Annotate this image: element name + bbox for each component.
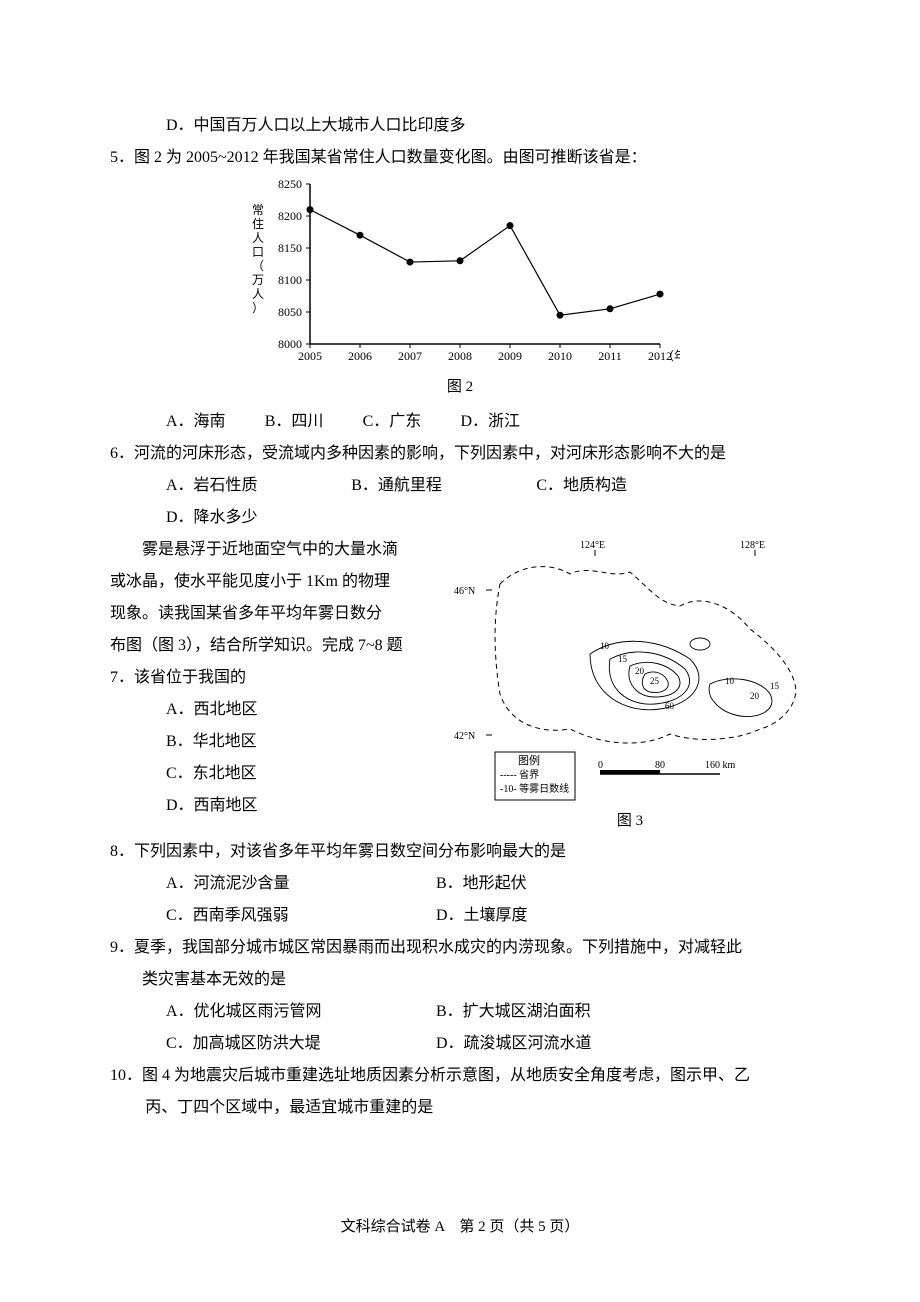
q5-chart-caption: 图 2 xyxy=(230,372,690,402)
svg-text:（年）: （年） xyxy=(662,349,680,363)
q9-opt-c: C．加高城区防洪大堤 xyxy=(166,1028,436,1060)
q5-chart: 8000805081008150820082502005200620072008… xyxy=(230,174,690,402)
svg-text:160 km: 160 km xyxy=(705,760,736,771)
svg-text:2005: 2005 xyxy=(298,349,322,363)
q6-opt-c: C．地质构造 xyxy=(536,470,686,502)
svg-text:----- 省界: ----- 省界 xyxy=(500,768,539,781)
svg-text:常: 常 xyxy=(252,203,264,217)
q7-opt-d: D．西南地区 xyxy=(110,790,442,822)
population-line-chart: 8000805081008150820082502005200620072008… xyxy=(240,174,680,374)
svg-text:8050: 8050 xyxy=(278,305,302,319)
page-footer: 文科综合试卷 A 第 2 页（共 5 页） xyxy=(110,1212,810,1242)
q7-opt-c: C．东北地区 xyxy=(110,758,442,790)
svg-text:0: 0 xyxy=(598,760,603,771)
fog-intro-l1: 雾是悬浮于近地面空气中的大量水滴 xyxy=(110,534,442,566)
q5-opt-d: D．浙江 xyxy=(461,413,521,430)
q5-opt-b: B．四川 xyxy=(265,413,324,430)
svg-text:2007: 2007 xyxy=(398,349,422,363)
q5-stem: 5．图 2 为 2005~2012 年我国某省常住人口数量变化图。由图可推断该省… xyxy=(110,142,810,174)
q6-opt-a: A．岩石性质 xyxy=(166,470,316,502)
q9-stem1: 9．夏季，我国部分城市城区常因暴雨而出现积水成灾的内涝现象。下列措施中，对减轻此 xyxy=(110,932,810,964)
q5-opt-c: C．广东 xyxy=(363,413,422,430)
fog-section: 雾是悬浮于近地面空气中的大量水滴 或冰晶，使水平能见度小于 1Km 的物理 现象… xyxy=(110,534,810,836)
svg-text:25: 25 xyxy=(650,676,660,686)
q5-opt-a: A．海南 xyxy=(166,413,226,430)
fog-map-svg: 124°E 128°E 46°N 42°N 10 15 20 25 60 10 20 15 图例----… xyxy=(450,534,810,804)
svg-text:124°E: 124°E xyxy=(580,540,605,551)
q10-stem1: 10．图 4 为地震灾后城市重建选址地质因素分析示意图，从地质安全角度考虑，图示… xyxy=(110,1060,810,1092)
q4-option-d: D．中国百万人口以上大城市人口比印度多 xyxy=(110,110,810,142)
svg-text:人: 人 xyxy=(252,287,264,301)
q8-opt-a: A．河流泥沙含量 xyxy=(166,868,436,900)
svg-text:2011: 2011 xyxy=(598,349,622,363)
q7-opt-b: B．华北地区 xyxy=(110,726,442,758)
svg-text:8150: 8150 xyxy=(278,241,302,255)
q9-options: A．优化城区雨污管网 B．扩大城区湖泊面积 C．加高城区防洪大堤 D．疏浚城区河… xyxy=(110,996,810,1060)
q6-options: A．岩石性质 B．通航里程 C．地质构造 D．降水多少 xyxy=(110,470,810,534)
svg-text:8200: 8200 xyxy=(278,209,302,223)
svg-text:42°N: 42°N xyxy=(454,731,475,742)
svg-text:8250: 8250 xyxy=(278,177,302,191)
fog-intro-l4: 布图（图 3），结合所学知识。完成 7~8 题 xyxy=(110,630,442,662)
svg-text:2006: 2006 xyxy=(348,349,372,363)
svg-text:2008: 2008 xyxy=(448,349,472,363)
q8-opt-d: D．土壤厚度 xyxy=(436,900,528,932)
q6-opt-d: D．降水多少 xyxy=(166,502,258,534)
q9-opt-d: D．疏浚城区河流水道 xyxy=(436,1028,592,1060)
q8-opt-b: B．地形起伏 xyxy=(436,868,527,900)
svg-text:20: 20 xyxy=(635,666,645,676)
svg-text:）: ） xyxy=(252,301,264,315)
q7-opt-a: A．西北地区 xyxy=(110,694,442,726)
svg-text:80: 80 xyxy=(655,760,665,771)
svg-text:128°E: 128°E xyxy=(740,540,765,551)
fog-intro-l2: 或冰晶，使水平能见度小于 1Km 的物理 xyxy=(110,566,442,598)
q9-opt-a: A．优化城区雨污管网 xyxy=(166,996,436,1028)
map-caption: 图 3 xyxy=(450,806,810,836)
fog-intro-l3: 现象。读我国某省多年平均年雾日数分 xyxy=(110,598,442,630)
svg-text:10: 10 xyxy=(725,676,735,686)
svg-text:2009: 2009 xyxy=(498,349,522,363)
svg-text:图例: 图例 xyxy=(518,753,540,767)
svg-text:20: 20 xyxy=(750,691,760,701)
svg-text:15: 15 xyxy=(770,681,780,691)
svg-text:住: 住 xyxy=(252,217,264,231)
q5-options: A．海南 B．四川 C．广东 D．浙江 xyxy=(110,406,810,438)
svg-text:8100: 8100 xyxy=(278,273,302,287)
q7-stem: 7．该省位于我国的 xyxy=(110,662,442,694)
svg-text:10: 10 xyxy=(600,641,610,651)
q9-opt-b: B．扩大城区湖泊面积 xyxy=(436,996,591,1028)
q6-stem: 6．河流的河床形态，受流域内多种因素的影响，下列因素中，对河床形态影响不大的是 xyxy=(110,438,810,470)
svg-text:人: 人 xyxy=(252,231,264,245)
svg-text:60: 60 xyxy=(665,701,675,711)
q8-stem: 8．下列因素中，对该省多年平均年雾日数空间分布影响最大的是 xyxy=(110,836,810,868)
q8-opt-c: C．西南季风强弱 xyxy=(166,900,436,932)
svg-text:-10- 等雾日数线: -10- 等雾日数线 xyxy=(500,782,569,795)
svg-text:（: （ xyxy=(252,259,264,273)
svg-text:万: 万 xyxy=(252,273,264,287)
svg-text:2010: 2010 xyxy=(548,349,572,363)
q6-opt-b: B．通航里程 xyxy=(351,470,501,502)
fog-map: 124°E 128°E 46°N 42°N 10 15 20 25 60 10 20 15 图例----… xyxy=(450,534,810,804)
svg-text:46°N: 46°N xyxy=(454,586,475,597)
svg-text:15: 15 xyxy=(618,654,628,664)
svg-text:口: 口 xyxy=(252,245,264,259)
q10-stem2: 丙、丁四个区域中，最适宜城市重建的是 xyxy=(110,1092,810,1124)
q8-options: A．河流泥沙含量 B．地形起伏 C．西南季风强弱 D．土壤厚度 xyxy=(110,868,810,932)
q9-stem2: 类灾害基本无效的是 xyxy=(110,964,810,996)
